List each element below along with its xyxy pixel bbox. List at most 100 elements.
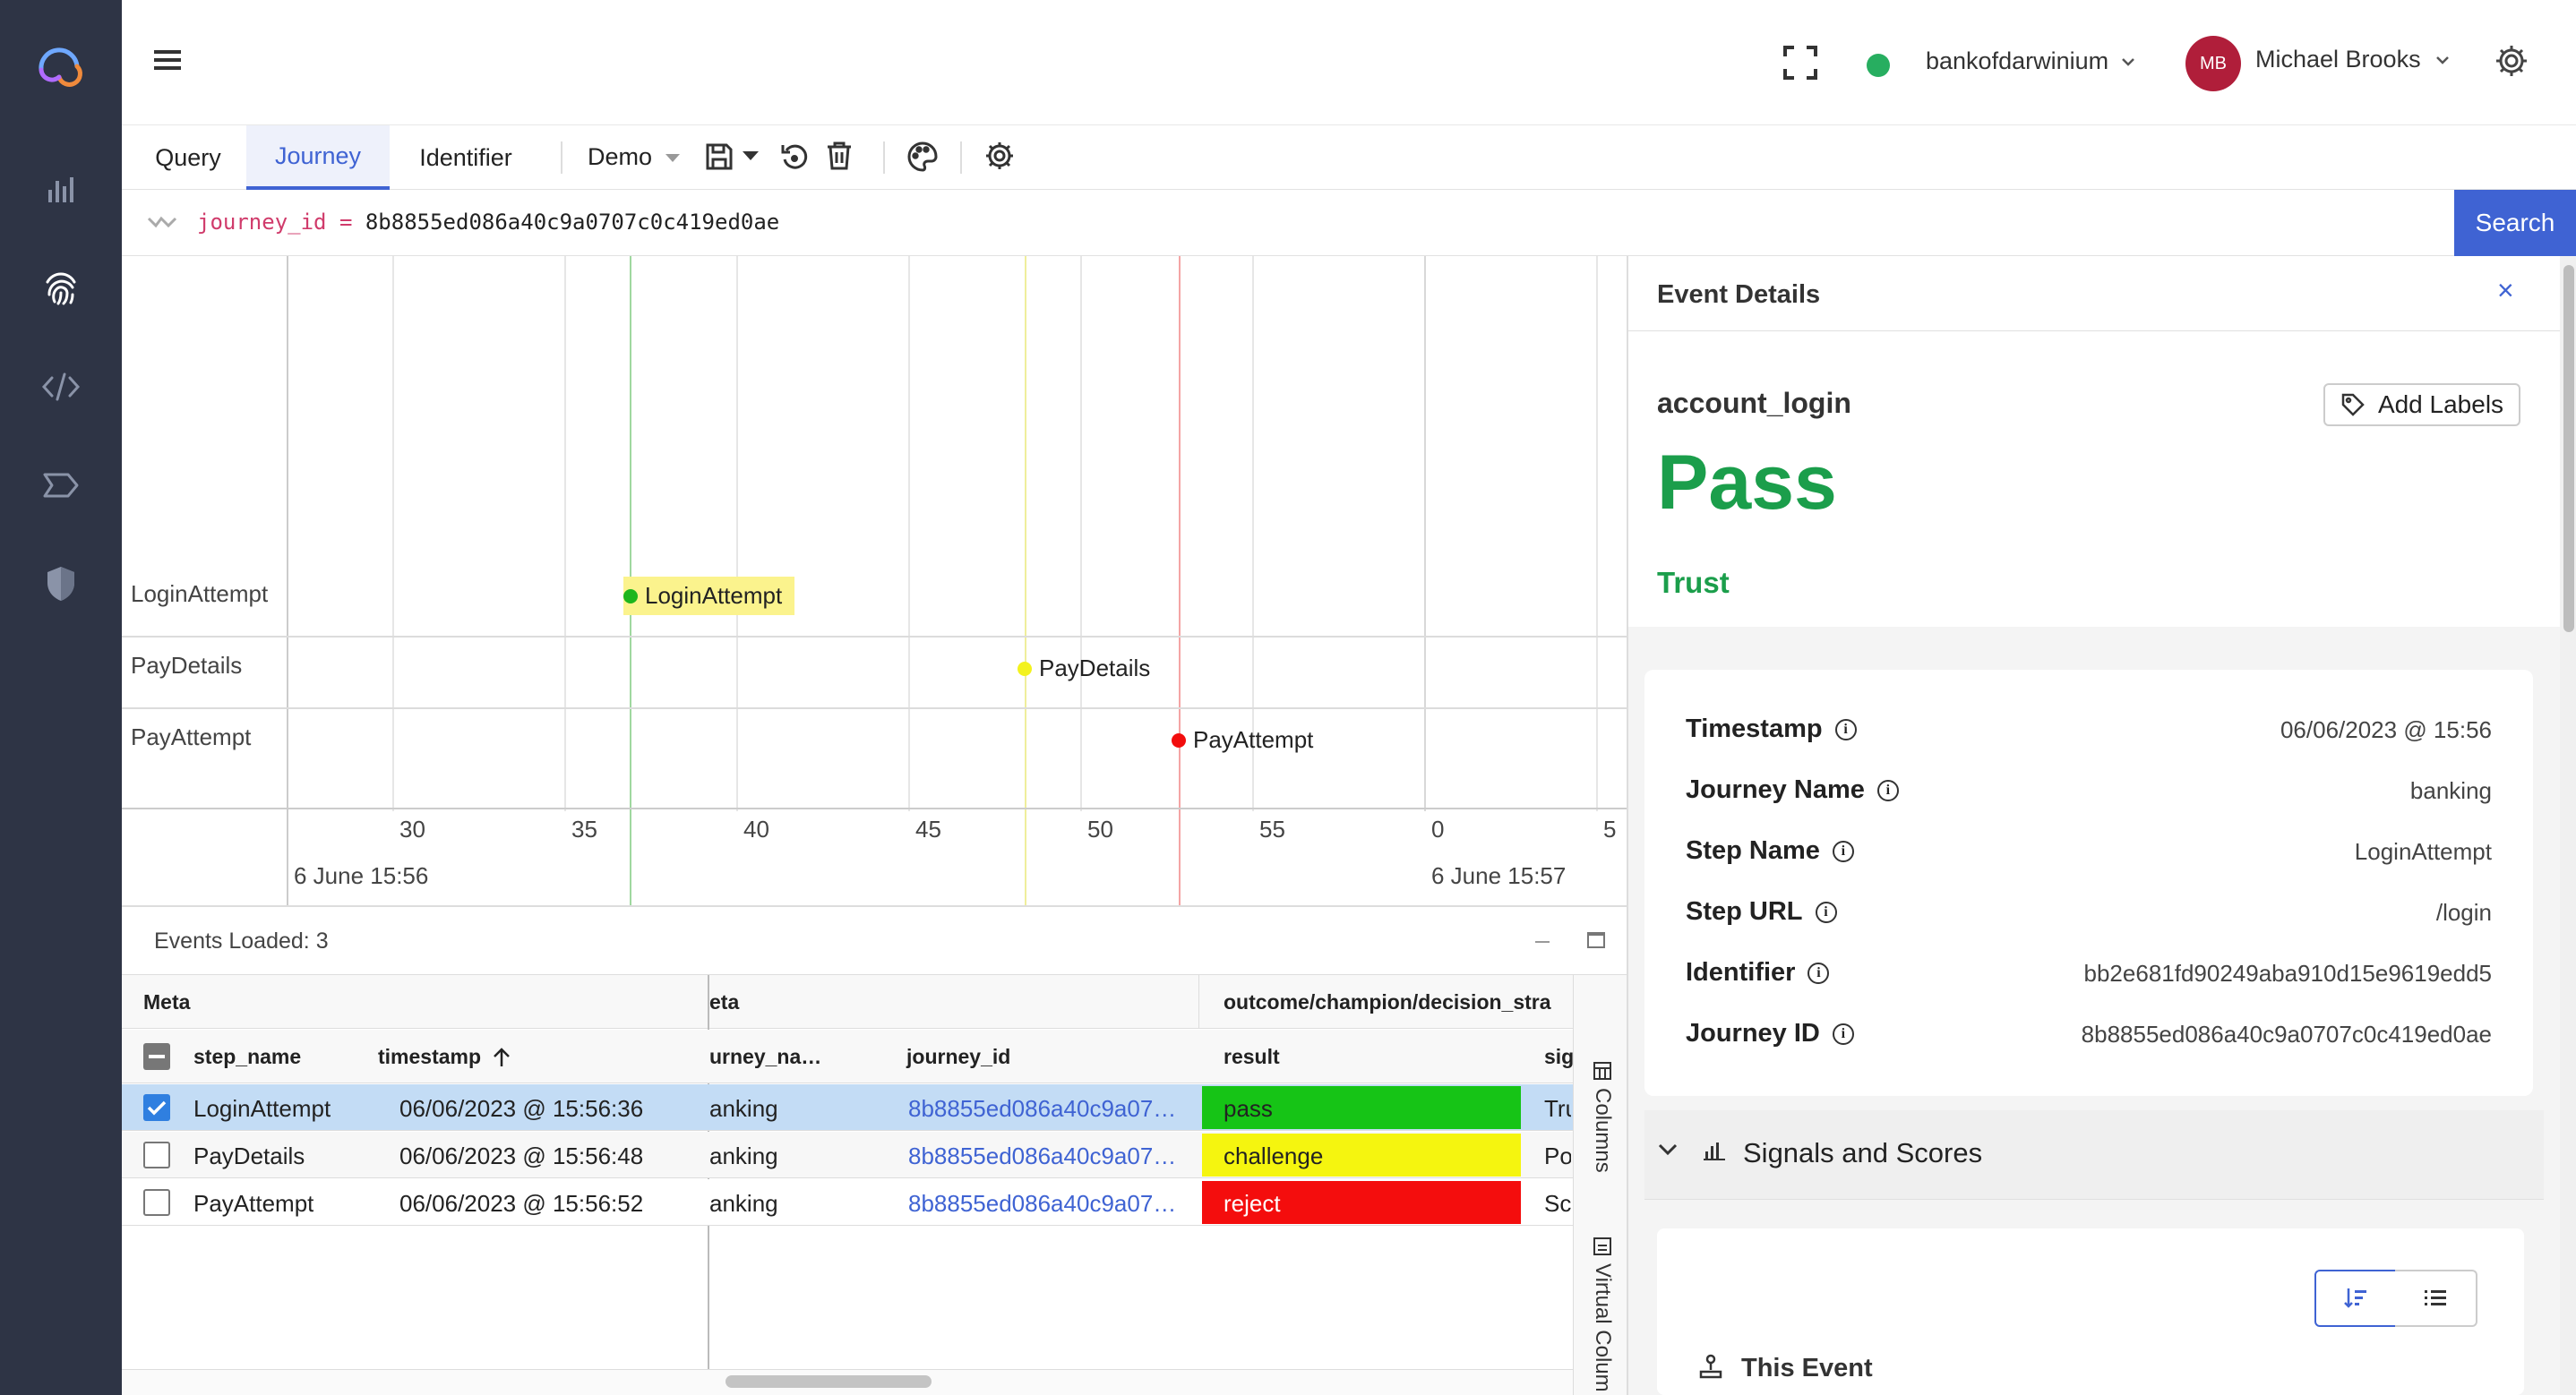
trash-icon[interactable] (824, 140, 854, 172)
details-title: Event Details (1657, 280, 1821, 309)
analytics-icon[interactable] (34, 163, 88, 217)
journey-id-link[interactable]: 8b8855ed086a40c9a07… (908, 1143, 1177, 1169)
timestamp-label: Timestamp (1686, 715, 1857, 744)
list-icon (2425, 1290, 2446, 1305)
divider (883, 141, 885, 174)
minimize-icon[interactable] (1535, 941, 1550, 943)
divider (561, 141, 562, 174)
col-step-name[interactable]: step_name (193, 1045, 302, 1068)
timestamp-value: 06/06/2023 @ 15:56 (2280, 716, 2492, 743)
fingerprint-icon[interactable] (34, 261, 88, 315)
col-result[interactable]: result (1224, 1045, 1280, 1068)
events-grid: Meta eta outcome/champion/decision_stra … (122, 974, 1575, 1395)
col-signal[interactable]: sig (1544, 1045, 1575, 1068)
tab-identifier[interactable]: Identifier (419, 143, 512, 171)
scrollbar-thumb[interactable] (726, 1375, 932, 1388)
col-journey-name[interactable]: urney_na… (709, 1045, 822, 1068)
event-label: LoginAttempt (645, 582, 783, 609)
caret-down-icon (665, 152, 681, 163)
tick-label: 30 (399, 816, 425, 843)
sort-view-toggle[interactable] (2314, 1270, 2397, 1327)
list-view-toggle[interactable] (2395, 1270, 2477, 1327)
maximize-icon[interactable] (1587, 932, 1605, 948)
view-settings-icon[interactable] (983, 140, 1016, 172)
preset-select[interactable]: Demo (588, 143, 681, 171)
avatar[interactable]: MB (2185, 36, 2241, 91)
journey-id-value-link[interactable]: 8b8855ed086a40c9a0707c0c419ed0ae (2081, 1021, 2492, 1048)
close-icon[interactable]: × (2497, 274, 2514, 306)
column-header-row (122, 1030, 1573, 1083)
info-icon[interactable] (1834, 718, 1857, 740)
step-url-label: Step URL (1686, 897, 1837, 927)
gridline (908, 256, 910, 811)
select-all-checkbox[interactable] (143, 1043, 170, 1070)
step-name-cell: LoginAttempt (193, 1095, 331, 1122)
tab-query[interactable]: Query (155, 143, 221, 171)
signals-title: Signals and Scores (1743, 1137, 1983, 1168)
journey-id-link[interactable]: 8b8855ed086a40c9a07… (908, 1095, 1177, 1122)
identifier-value: bb2e681fd90249aba910d15e9619edd5 (2083, 960, 2492, 987)
event-dot (623, 588, 638, 603)
sort-ascending-icon[interactable] (492, 1047, 511, 1068)
row-label: LoginAttempt (131, 580, 269, 607)
result-cell-reject: reject (1202, 1181, 1521, 1224)
info-icon[interactable] (1832, 1023, 1854, 1045)
this-event-label: This Event (1741, 1354, 1873, 1382)
col-timestamp[interactable]: timestamp (378, 1045, 511, 1069)
columns-tab-label: Columns (1591, 1088, 1615, 1173)
details-summary (1628, 331, 2560, 627)
event-label: PayAttempt (1193, 726, 1314, 753)
caret-down-icon[interactable] (742, 150, 760, 161)
info-icon[interactable] (1807, 962, 1830, 984)
row-checkbox[interactable] (143, 1094, 170, 1121)
query-input[interactable]: journey_id = 8b8855ed086a40c9a0707c0c419… (197, 210, 779, 235)
logo-icon[interactable] (34, 39, 88, 93)
user-menu[interactable]: Michael Brooks (2255, 46, 2450, 73)
info-icon[interactable] (1815, 901, 1837, 923)
virtual-columns-icon (1593, 1237, 1611, 1255)
timeline-event[interactable]: PayDetails (1018, 655, 1150, 682)
org-selector[interactable]: bankofdarwinium (1926, 47, 2135, 75)
scrollbar-thumb[interactable] (2563, 265, 2574, 632)
columns-tool-tab[interactable]: Columns (1590, 1061, 1615, 1173)
chevron-down-icon[interactable] (1657, 1143, 1679, 1157)
timeline-event[interactable]: PayAttempt (1172, 726, 1313, 754)
row-checkbox[interactable] (143, 1189, 170, 1216)
tag-icon[interactable] (34, 458, 88, 512)
add-labels-button[interactable]: Add Labels (2323, 383, 2520, 426)
tick-label: 40 (743, 816, 769, 843)
search-button[interactable]: Search (2454, 190, 2576, 256)
col-journey-id[interactable]: journey_id (906, 1045, 1011, 1068)
tab-bar: Query Journey Identifier Demo (122, 125, 2576, 190)
info-icon[interactable] (1832, 840, 1854, 862)
fullscreen-icon[interactable] (1782, 45, 1818, 81)
info-icon[interactable] (1876, 779, 1899, 801)
settings-gear-icon[interactable] (2494, 43, 2529, 79)
shield-icon[interactable] (34, 557, 88, 611)
signal-cell: Tru (1544, 1095, 1571, 1122)
axis-line (122, 808, 1627, 809)
palette-icon[interactable] (906, 141, 939, 173)
save-icon[interactable] (704, 141, 734, 172)
gridline (1080, 256, 1082, 811)
timeline-event[interactable]: LoginAttempt (623, 577, 795, 615)
journey-name-cell: anking (709, 1190, 778, 1217)
col-timestamp-label: timestamp (378, 1045, 482, 1068)
virtual-columns-tool-tab[interactable]: Virtual Colum (1590, 1237, 1615, 1395)
group-divider (1198, 975, 1199, 1029)
timestamp-label-text: Timestamp (1686, 715, 1823, 743)
query-toggle-icon[interactable] (147, 213, 177, 231)
joystick-icon (1698, 1354, 1723, 1379)
gridline (736, 256, 738, 811)
identifier-label: Identifier (1686, 958, 1830, 988)
events-loaded-label: Events Loaded: 3 (154, 929, 329, 954)
row-divider (122, 636, 1627, 638)
query-value: 8b8855ed086a40c9a0707c0c419ed0ae (365, 210, 780, 235)
tab-journey[interactable]: Journey (246, 125, 390, 190)
row-checkbox[interactable] (143, 1142, 170, 1168)
code-icon[interactable] (34, 360, 88, 414)
reset-icon[interactable] (779, 141, 810, 172)
menu-icon[interactable] (152, 47, 183, 73)
journey-id-link[interactable]: 8b8855ed086a40c9a07… (908, 1190, 1177, 1217)
signals-section-header[interactable] (1644, 1110, 2544, 1200)
